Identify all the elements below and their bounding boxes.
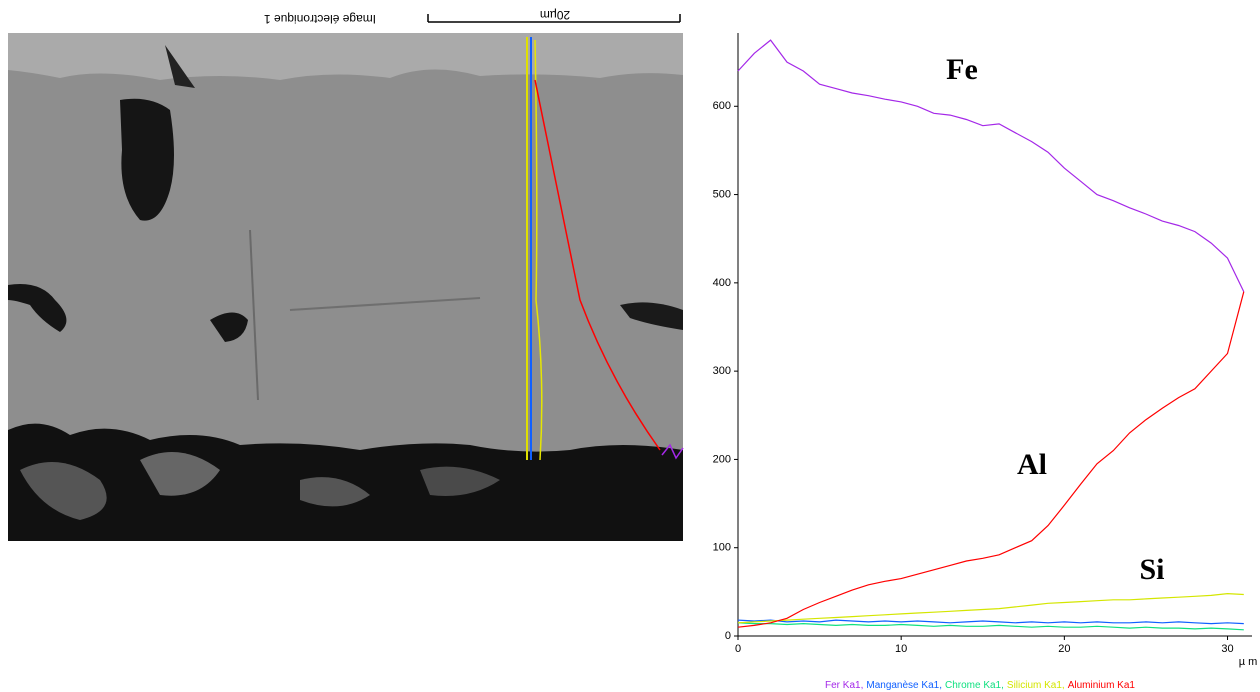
legend-entry: Manganèse Ka1, [866,680,942,691]
y-tick-label: 100 [713,542,731,554]
y-tick-label: 600 [713,100,731,112]
x-tick-label: 20 [1058,643,1070,655]
legend: Fer Ka1, Manganèse Ka1, Chrome Ka1, Siliciu… [825,680,1135,691]
legend-entry: Fer Ka1, [825,680,863,691]
y-tick-label: 300 [713,365,731,377]
legend-entry: Aluminium Ka1 [1068,680,1136,691]
y-tick-label: 200 [713,453,731,465]
image-caption: Image électronique 1 [264,12,376,26]
sem-image [8,33,684,541]
annotation: Fe [946,53,978,86]
x-tick-label: 10 [895,643,907,655]
annotation: Si [1139,553,1164,586]
series-line [737,622,1244,631]
y-tick-label: 400 [713,277,731,289]
x-tick-label: 0 [735,643,741,655]
series-line [737,291,1245,628]
annotation: Al [1017,448,1047,481]
series-line [737,619,1244,625]
series-line [737,39,1245,292]
y-tick-label: 0 [725,630,731,642]
y-tick-label: 500 [713,188,731,200]
legend-entry: Chrome Ka1, [945,680,1004,691]
series-line [737,592,1244,624]
legend-entry: Silicium Ka1, [1007,680,1065,691]
scale-bar [427,14,681,23]
scale-label: 20µm [540,8,570,22]
x-axis-label: µ m [1239,656,1258,668]
x-tick-label: 30 [1221,643,1233,655]
